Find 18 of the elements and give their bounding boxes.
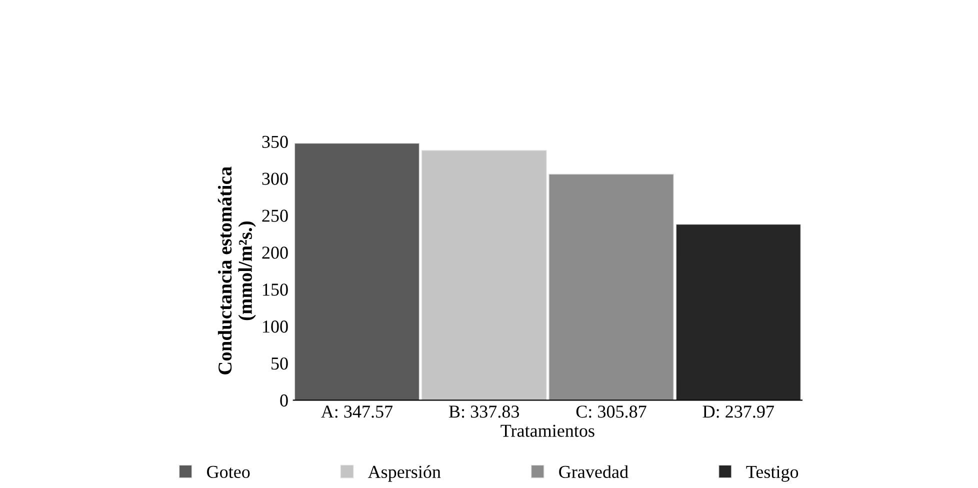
legend-label: Gravedad: [559, 465, 628, 478]
legend-label: Goteo: [207, 466, 250, 478]
legend-label: Testigo: [746, 466, 798, 482]
y-tick-label: 100: [263, 320, 288, 333]
y-tick-label: 200: [262, 246, 288, 259]
y-tick-label: 50: [272, 357, 288, 370]
legend-label: Aspersión: [368, 465, 441, 482]
x-tick-label: A: 347.57: [321, 406, 393, 418]
x-tick-label: C: 305.87: [576, 406, 646, 418]
x-tick-label: B: 337.83: [449, 406, 520, 418]
x-axis-title: Tratamientos: [500, 424, 594, 437]
y-tick-label: 250: [262, 210, 288, 222]
x-tick-label: D: 237.97: [702, 406, 774, 418]
y-tick-label: 150: [263, 284, 288, 296]
y-axis-title: Conductancia estomática (mmol/m²s.): [218, 166, 256, 374]
y-tick-label: 300: [262, 172, 288, 185]
y-tick-label: 0: [280, 394, 288, 407]
y-tick-label: 350: [262, 136, 288, 148]
